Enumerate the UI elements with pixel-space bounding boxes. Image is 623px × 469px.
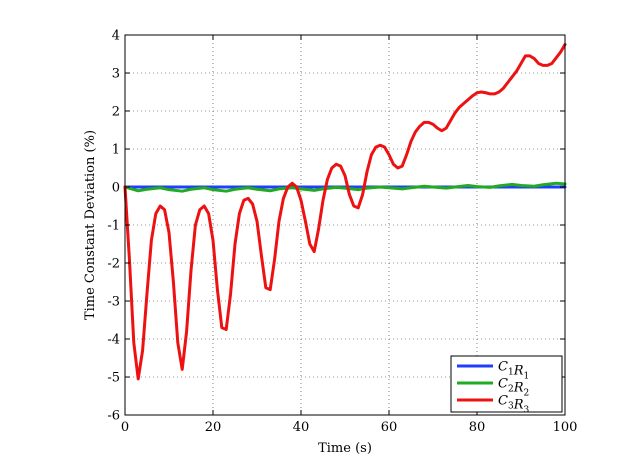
legend-label: C3R3 [498, 394, 529, 416]
series-line-c3r3 [123, 43, 567, 381]
legend-label: C2R2 [498, 377, 529, 399]
x-tick-label: 60 [381, 420, 398, 435]
y-tick-label: -2 [107, 257, 120, 272]
y-tick-label: -3 [107, 295, 120, 310]
y-tick-label: 0 [112, 181, 120, 196]
x-tick-label: 40 [293, 420, 310, 435]
y-tick-labels: -6 -5 -4 -3 -2 -1 0 1 2 3 4 [107, 29, 120, 424]
series-line-c2r2 [123, 181, 567, 193]
x-tick-label: 80 [469, 420, 486, 435]
y-axis-label: Time Constant Deviation (%) [83, 130, 98, 320]
y-tick-label: -1 [107, 219, 120, 234]
y-tick-label: -6 [107, 409, 120, 424]
x-tick-label: 20 [205, 420, 222, 435]
y-tick-label: -5 [107, 371, 120, 386]
y-tick-label: 3 [112, 67, 120, 82]
x-tick-labels: 0 20 40 60 80 100 [121, 420, 578, 435]
y-tick-label: 1 [112, 143, 120, 158]
y-tick-label: 2 [112, 105, 120, 120]
x-tick-label: 0 [121, 420, 129, 435]
axis-ticks [124, 34, 566, 416]
y-tick-label: 4 [112, 29, 120, 44]
series-layer [123, 43, 567, 381]
x-tick-label: 100 [553, 420, 578, 435]
legend-label: C1R1 [498, 360, 529, 382]
x-axis-label: Time (s) [318, 441, 372, 456]
y-tick-label: -4 [107, 333, 120, 348]
